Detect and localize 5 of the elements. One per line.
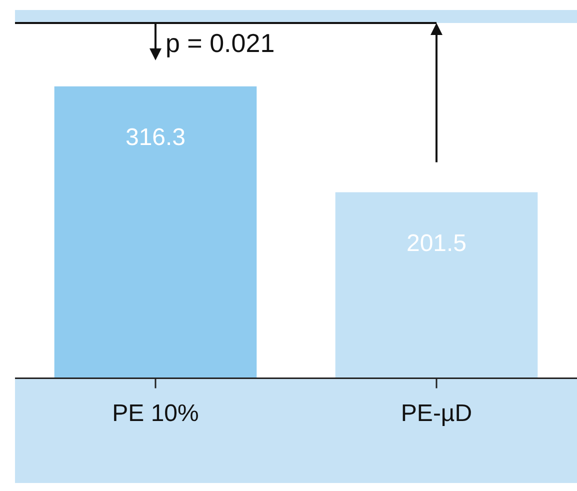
annotation: p = 0.021 <box>166 28 275 58</box>
data-label: 316.3 <box>125 124 186 152</box>
x-tick-label: PE-µD <box>400 400 472 428</box>
data-label: 201.5 <box>406 230 467 257</box>
x-tick-label: PE 10% <box>112 400 199 428</box>
